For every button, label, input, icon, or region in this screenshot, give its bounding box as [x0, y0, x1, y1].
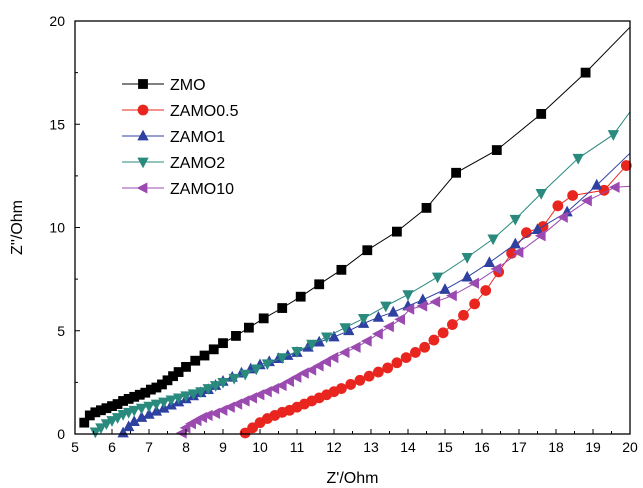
data-point — [440, 284, 450, 294]
y-tick-label: 10 — [49, 220, 65, 236]
data-point — [484, 257, 494, 267]
data-point — [401, 353, 411, 363]
data-point — [373, 367, 383, 377]
data-point — [336, 384, 346, 394]
data-point — [384, 322, 394, 332]
data-point — [355, 375, 365, 385]
data-point — [433, 273, 443, 283]
data-point — [209, 345, 218, 354]
legend-item: ZMO — [122, 77, 206, 94]
data-point — [438, 328, 448, 338]
data-point — [231, 331, 240, 340]
y-tick-label: 0 — [57, 426, 65, 442]
data-point — [492, 146, 501, 155]
series-layer — [80, 27, 632, 438]
data-point — [510, 215, 520, 225]
x-tick-label: 18 — [548, 439, 564, 455]
data-point — [362, 336, 372, 346]
data-point — [340, 347, 350, 357]
data-point — [592, 180, 602, 190]
legend-label: ZAMO10 — [170, 181, 234, 198]
data-point — [568, 190, 578, 200]
y-tick-label: 15 — [49, 116, 65, 132]
x-tick-label: 11 — [290, 439, 305, 455]
data-point — [296, 292, 305, 301]
x-tick-label: 14 — [400, 439, 416, 455]
legend-item: ZAMO2 — [122, 155, 225, 172]
data-point — [191, 356, 200, 365]
data-point — [259, 314, 268, 323]
data-point — [452, 168, 461, 177]
x-tick-label: 19 — [585, 439, 601, 455]
data-point — [363, 246, 372, 255]
legend-item: ZAMO1 — [122, 129, 225, 146]
data-point — [429, 335, 439, 345]
x-tick-label: 15 — [437, 439, 453, 455]
legend-label: ZAMO1 — [170, 129, 225, 146]
data-point — [410, 347, 420, 357]
x-tick-label: 20 — [622, 439, 638, 455]
data-point — [481, 285, 491, 295]
data-point — [346, 379, 356, 389]
x-tick-label: 12 — [326, 439, 342, 455]
y-tick-label: 5 — [57, 323, 65, 339]
y-axis-title: Z''/Ohm — [9, 200, 26, 255]
data-point — [364, 371, 374, 381]
data-point — [351, 342, 361, 352]
x-tick-label: 10 — [252, 439, 268, 455]
legend-item: ZAMO10 — [122, 181, 234, 198]
data-point — [430, 297, 440, 307]
data-point — [383, 363, 393, 373]
x-tick-label: 6 — [108, 439, 116, 455]
data-point — [573, 154, 583, 164]
data-point — [521, 228, 531, 238]
x-axis-title: Z'/Ohm — [327, 470, 379, 487]
x-tick-label: 5 — [71, 439, 79, 455]
legend-label: ZMO — [170, 77, 206, 94]
data-point — [462, 253, 472, 263]
data-point — [459, 310, 469, 320]
data-point — [420, 342, 430, 352]
x-tick-label: 17 — [511, 439, 527, 455]
legend-marker — [139, 80, 148, 89]
data-point — [182, 362, 191, 371]
data-point — [381, 302, 391, 312]
data-point — [553, 201, 563, 211]
data-point — [608, 131, 618, 141]
legend-marker — [138, 105, 148, 115]
x-tick-label: 8 — [182, 439, 190, 455]
y-tick-label: 20 — [49, 13, 65, 29]
data-point — [470, 299, 480, 309]
data-point — [422, 203, 431, 212]
x-tick-label: 7 — [145, 439, 153, 455]
x-tick-label: 13 — [363, 439, 379, 455]
legend-item: ZAMO0.5 — [122, 103, 239, 120]
data-point — [581, 68, 590, 77]
data-point — [337, 265, 346, 274]
data-point — [315, 280, 324, 289]
data-point — [388, 307, 398, 317]
data-point — [244, 323, 253, 332]
legend-marker — [138, 158, 148, 168]
x-tick-label: 16 — [474, 439, 490, 455]
data-point — [537, 109, 546, 118]
data-point — [278, 304, 287, 313]
legend-label: ZAMO0.5 — [170, 103, 239, 120]
legend-marker — [138, 183, 148, 193]
legend-marker — [138, 131, 148, 141]
data-point — [392, 227, 401, 236]
data-point — [200, 351, 209, 360]
data-point — [447, 320, 457, 330]
data-point — [219, 339, 228, 348]
legend: ZMO ZAMO0.5 ZAMO1 ZAMO2 ZAMO10 — [122, 77, 239, 198]
x-tick-label: 9 — [219, 439, 227, 455]
legend-label: ZAMO2 — [170, 155, 225, 172]
data-point — [403, 291, 413, 301]
data-point — [373, 329, 383, 339]
data-point — [610, 182, 620, 192]
data-point — [392, 358, 402, 368]
data-point — [488, 235, 498, 245]
data-point — [462, 272, 472, 282]
